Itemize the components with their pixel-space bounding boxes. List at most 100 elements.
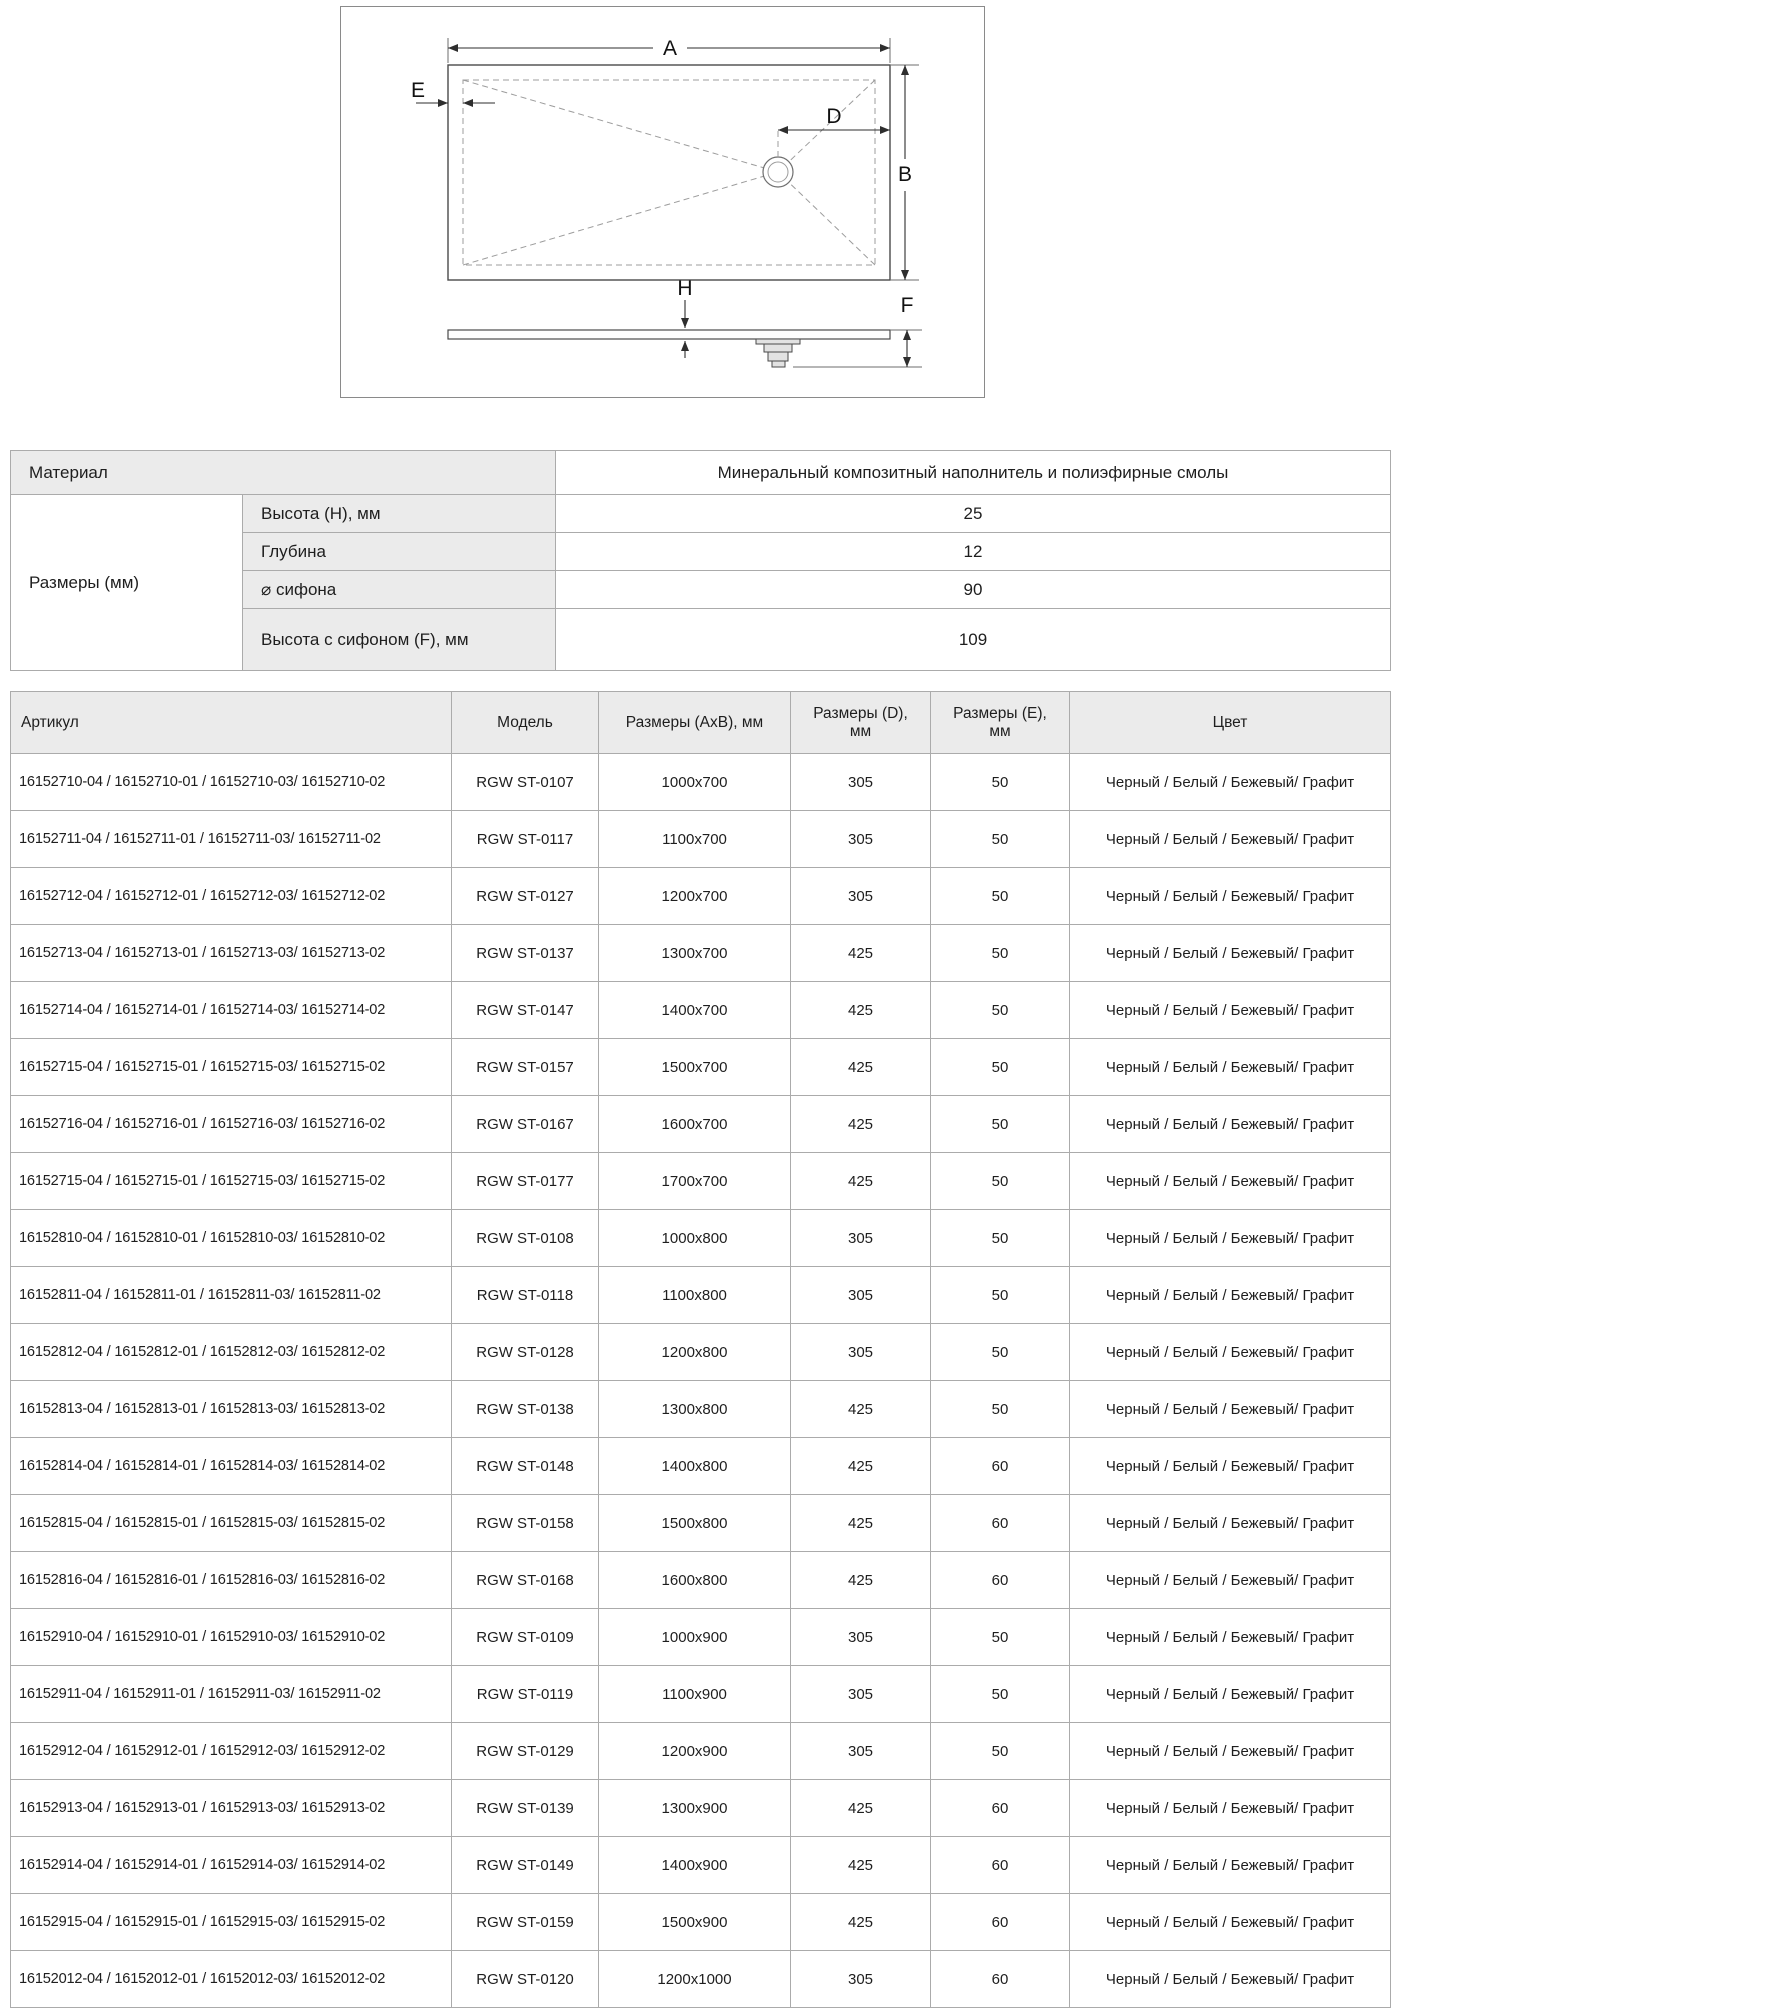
size-cell: 1400x700 (598, 981, 791, 1039)
color-cell: Черный / Белый / Бежевый/ Графит (1069, 1380, 1391, 1438)
dim-e-cell: 50 (930, 1722, 1070, 1780)
color-cell: Черный / Белый / Бежевый/ Графит (1069, 1665, 1391, 1723)
dim-d-cell: 425 (790, 1095, 931, 1153)
size-cell: 1200x700 (598, 867, 791, 925)
tray-diagram: A B D E (411, 37, 922, 368)
dimensions-group-label: Размеры (мм) (10, 494, 243, 671)
model-cell: RGW ST-0108 (451, 1209, 599, 1267)
dim-e-cell: 50 (930, 1608, 1070, 1666)
color-cell: Черный / Белый / Бежевый/ Графит (1069, 867, 1391, 925)
dimension-label-d: D (826, 105, 841, 128)
table-row: 16152914-04 / 16152914-01 / 16152914-03/… (10, 1836, 1391, 1894)
table-row: 16152912-04 / 16152912-01 / 16152912-03/… (10, 1722, 1391, 1780)
color-cell: Черный / Белый / Бежевый/ Графит (1069, 1950, 1391, 2008)
table-row: 16152816-04 / 16152816-01 / 16152816-03/… (10, 1551, 1391, 1609)
dim-d-cell: 425 (790, 981, 931, 1039)
dimension-label-h: H (677, 277, 692, 300)
model-cell: RGW ST-0138 (451, 1380, 599, 1438)
spec-label: Высота с сифоном (F), мм (242, 608, 556, 671)
size-cell: 1300x900 (598, 1779, 791, 1837)
article-cell: 16152810-04 / 16152810-01 / 16152810-03/… (10, 1209, 452, 1267)
article-cell: 16152715-04 / 16152715-01 / 16152715-03/… (10, 1152, 452, 1210)
size-cell: 1200x900 (598, 1722, 791, 1780)
model-cell: RGW ST-0137 (451, 924, 599, 982)
color-cell: Черный / Белый / Бежевый/ Графит (1069, 1437, 1391, 1495)
article-cell: 16152910-04 / 16152910-01 / 16152910-03/… (10, 1608, 452, 1666)
dim-d-cell: 425 (790, 924, 931, 982)
dim-e-cell: 50 (930, 924, 1070, 982)
dim-e-cell: 60 (930, 1437, 1070, 1495)
size-cell: 1500x700 (598, 1038, 791, 1096)
dim-d-cell: 305 (790, 867, 931, 925)
article-cell: 16152715-04 / 16152715-01 / 16152715-03/… (10, 1038, 452, 1096)
article-cell: 16152911-04 / 16152911-01 / 16152911-03/… (10, 1665, 452, 1723)
size-cell: 1300x700 (598, 924, 791, 982)
article-cell: 16152811-04 / 16152811-01 / 16152811-03/… (10, 1266, 452, 1324)
model-cell: RGW ST-0148 (451, 1437, 599, 1495)
table-row: 16152711-04 / 16152711-01 / 16152711-03/… (10, 810, 1391, 868)
size-cell: 1500x900 (598, 1893, 791, 1951)
dim-e-cell: 50 (930, 1665, 1070, 1723)
material-label: Материал (10, 450, 556, 495)
model-cell: RGW ST-0120 (451, 1950, 599, 2008)
color-cell: Черный / Белый / Бежевый/ Графит (1069, 1266, 1391, 1324)
dimension-label-b: B (898, 163, 912, 186)
dim-d-cell: 305 (790, 1209, 931, 1267)
table-row: 16152715-04 / 16152715-01 / 16152715-03/… (10, 1038, 1391, 1096)
dim-e-cell: 60 (930, 1950, 1070, 2008)
table-row: 16152715-04 / 16152715-01 / 16152715-03/… (10, 1152, 1391, 1210)
table-row: 16152716-04 / 16152716-01 / 16152716-03/… (10, 1095, 1391, 1153)
article-cell: 16152713-04 / 16152713-01 / 16152713-03/… (10, 924, 452, 982)
size-cell: 1000x700 (598, 753, 791, 811)
article-cell: 16152714-04 / 16152714-01 / 16152714-03/… (10, 981, 452, 1039)
article-cell: 16152815-04 / 16152815-01 / 16152815-03/… (10, 1494, 452, 1552)
dim-e-cell: 60 (930, 1551, 1070, 1609)
dimension-f: F (793, 294, 922, 368)
dimension-h: H (677, 277, 693, 358)
col-header-model: Модель (451, 691, 599, 754)
size-cell: 1400x800 (598, 1437, 791, 1495)
model-cell: RGW ST-0107 (451, 753, 599, 811)
dim-e-cell: 50 (930, 1152, 1070, 1210)
table-row: 16152712-04 / 16152712-01 / 16152712-03/… (10, 867, 1391, 925)
model-cell: RGW ST-0127 (451, 867, 599, 925)
spec-row-depth: Глубина 12 (11, 532, 1391, 571)
dim-d-cell: 425 (790, 1779, 931, 1837)
dimension-d: D (777, 105, 890, 157)
dim-d-cell: 425 (790, 1551, 931, 1609)
spec-row-material: Материал Минеральный композитный наполни… (10, 450, 1391, 495)
model-cell: RGW ST-0117 (451, 810, 599, 868)
size-cell: 1000x900 (598, 1608, 791, 1666)
dim-d-cell: 305 (790, 810, 931, 868)
model-cell: RGW ST-0177 (451, 1152, 599, 1210)
article-cell: 16152012-04 / 16152012-01 / 16152012-03/… (10, 1950, 452, 2008)
spec-value: 109 (555, 608, 1391, 671)
table-row: 16152710-04 / 16152710-01 / 16152710-03/… (10, 753, 1391, 811)
dim-e-cell: 60 (930, 1494, 1070, 1552)
article-cell: 16152913-04 / 16152913-01 / 16152913-03/… (10, 1779, 452, 1837)
dim-d-cell: 305 (790, 1722, 931, 1780)
table-row: 16152813-04 / 16152813-01 / 16152813-03/… (10, 1380, 1391, 1438)
spec-table: Материал Минеральный композитный наполни… (10, 450, 1391, 671)
spec-value: 90 (555, 570, 1391, 609)
color-cell: Черный / Белый / Бежевый/ Графит (1069, 1836, 1391, 1894)
size-cell: 1200x1000 (598, 1950, 791, 2008)
article-cell: 16152813-04 / 16152813-01 / 16152813-03/… (10, 1380, 452, 1438)
dimension-e: E (411, 79, 495, 107)
article-cell: 16152716-04 / 16152716-01 / 16152716-03/… (10, 1095, 452, 1153)
drain-circle-inner (767, 161, 789, 183)
dim-e-cell: 60 (930, 1893, 1070, 1951)
tray-top-view (447, 64, 891, 281)
col-header-dim-e: Размеры (E), мм (930, 691, 1070, 754)
dimension-label-f: F (901, 294, 914, 317)
size-cell: 1600x700 (598, 1095, 791, 1153)
dim-e-cell: 50 (930, 810, 1070, 868)
spec-row-siphon-diameter: ⌀ сифона 90 (11, 570, 1391, 609)
dim-d-cell: 425 (790, 1380, 931, 1438)
col-header-size: Размеры (АхВ), мм (598, 691, 791, 754)
model-cell: RGW ST-0147 (451, 981, 599, 1039)
dim-d-cell: 305 (790, 1665, 931, 1723)
slope-lines (462, 79, 876, 266)
size-cell: 1100x800 (598, 1266, 791, 1324)
dim-d-cell: 425 (790, 1152, 931, 1210)
